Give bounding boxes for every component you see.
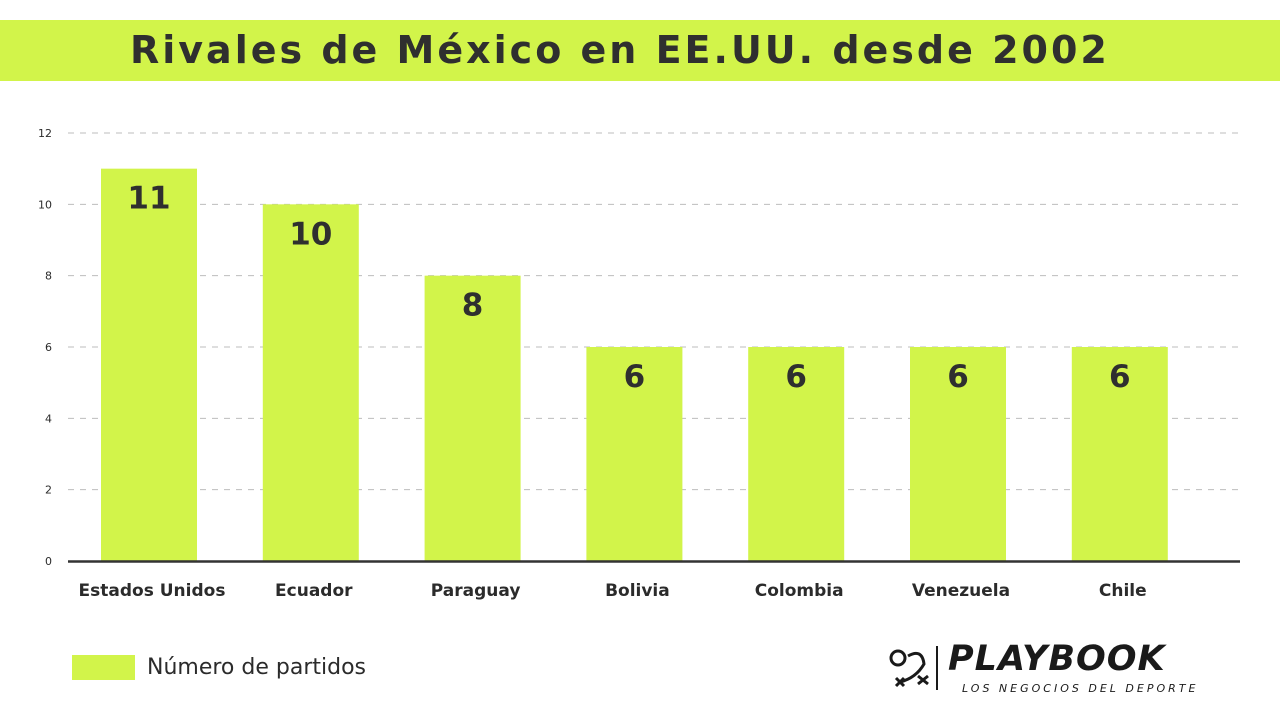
brand-tagline: LOS NEGOCIOS DEL DEPORTE — [962, 682, 1199, 695]
bar — [586, 347, 683, 561]
bar — [1071, 347, 1168, 561]
y-tick-label: 12 — [38, 127, 52, 140]
bar — [748, 347, 845, 561]
legend-swatch — [72, 655, 135, 680]
y-tick-label: 10 — [38, 198, 52, 211]
data-label: 8 — [462, 288, 484, 324]
x-tick-label: Chile — [1099, 581, 1147, 601]
data-label: 6 — [947, 359, 969, 395]
logo-separator — [936, 646, 938, 690]
brand-name: PLAYBOOK — [948, 639, 1166, 679]
x-tick-label: Paraguay — [431, 581, 521, 601]
y-tick-label: 4 — [45, 412, 52, 425]
y-tick-label: 2 — [45, 484, 52, 497]
data-label: 10 — [289, 216, 332, 252]
data-label: 6 — [1109, 359, 1131, 395]
legend: Número de partidos — [72, 655, 366, 680]
bar — [101, 168, 197, 561]
bar — [910, 347, 1006, 561]
legend-label: Número de partidos — [147, 655, 366, 680]
data-label: 6 — [785, 359, 807, 395]
x-tick-label: Bolivia — [605, 581, 670, 601]
x-tick-label: Venezuela — [912, 581, 1010, 601]
bar — [262, 204, 359, 562]
y-tick-label: 0 — [45, 555, 52, 568]
brand-logo: PLAYBOOK LOS NEGOCIOS DEL DEPORTE — [886, 642, 1226, 698]
y-tick-label: 6 — [45, 341, 52, 354]
data-label: 11 — [127, 181, 170, 217]
x-tick-label: Colombia — [755, 581, 844, 601]
y-tick-label: 8 — [45, 270, 52, 283]
x-tick-label: Ecuador — [275, 581, 353, 601]
playbook-logo-mark-icon — [889, 649, 929, 688]
bar — [424, 275, 521, 561]
chart-title: Rivales de México en EE.UU. desde 2002 — [130, 28, 1110, 72]
data-label: 6 — [624, 359, 646, 395]
title-band — [0, 20, 1280, 81]
x-tick-label: Estados Unidos — [79, 581, 226, 601]
